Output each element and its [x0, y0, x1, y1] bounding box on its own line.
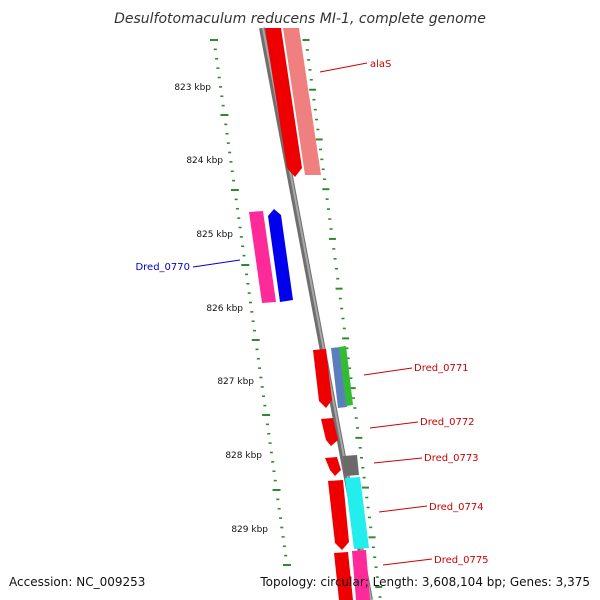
gene-feature-Dred_0774[interactable] — [328, 480, 349, 550]
connector-Dred_0772 — [369, 421, 419, 429]
gene-feature-Dred_0773[interactable] — [325, 457, 341, 476]
tick-label-824: 824 kbp — [186, 156, 223, 166]
connector-Dred_0770 — [192, 259, 241, 268]
tick-label-827: 827 kbp — [217, 377, 254, 387]
gene-feature-green[interactable] — [339, 346, 353, 406]
gene-label-Dred_0773[interactable]: Dred_0773 — [424, 453, 479, 464]
gene-labels: alaS Dred_0770 Dred_0771 Dred_0772 Dred_… — [135, 59, 488, 566]
gene-feature-Dred_0770[interactable] — [268, 209, 293, 302]
gene-feature-steel[interactable] — [331, 347, 347, 408]
gene-feature-gray[interactable] — [343, 455, 359, 476]
gene-label-alaS[interactable]: alaS — [370, 59, 391, 70]
gene-feature-alaS[interactable] — [265, 28, 302, 177]
gene-feature-magenta[interactable] — [352, 550, 370, 600]
genome-summary-text: Topology: circular; Length: 3,608,104 bp… — [259, 575, 590, 589]
gene-feature-cyan[interactable] — [345, 477, 369, 549]
gene-feature-Dred_0772[interactable] — [321, 418, 338, 446]
connector-Dred_0775 — [382, 558, 433, 566]
accession-text: Accession: NC_009253 — [9, 575, 145, 589]
gene-label-Dred_0770[interactable]: Dred_0770 — [135, 262, 190, 273]
gene-label-Dred_0774[interactable]: Dred_0774 — [429, 502, 484, 513]
gene-label-Dred_0771[interactable]: Dred_0771 — [414, 363, 469, 374]
gene-feature-alaS-companion[interactable] — [283, 28, 321, 175]
connector-Dred_0773 — [373, 457, 423, 464]
tick-label-828: 828 kbp — [225, 451, 262, 461]
label-connectors — [192, 62, 433, 566]
tick-label-825: 825 kbp — [196, 230, 233, 240]
tick-label-823: 823 kbp — [174, 83, 211, 93]
tick-dots — [210, 39, 383, 598]
gene-feature-Dred_0775[interactable] — [334, 552, 353, 600]
tick-label-826: 826 kbp — [206, 304, 243, 314]
gene-label-Dred_0775[interactable]: Dred_0775 — [434, 555, 489, 566]
gene-feature-pink[interactable] — [249, 211, 276, 303]
gene-feature-Dred_0771[interactable] — [313, 349, 332, 408]
connector-alaS — [319, 62, 368, 73]
genome-title: Desulfotomaculum reducens MI-1, complete… — [114, 11, 486, 27]
tick-label-829: 829 kbp — [231, 525, 268, 535]
gene-features — [249, 28, 370, 600]
connector-Dred_0771 — [363, 367, 413, 376]
connector-Dred_0774 — [378, 505, 428, 513]
tick-labels: 823 kbp 824 kbp 825 kbp 826 kbp 827 kbp … — [174, 83, 268, 535]
gene-label-Dred_0772[interactable]: Dred_0772 — [420, 417, 475, 428]
